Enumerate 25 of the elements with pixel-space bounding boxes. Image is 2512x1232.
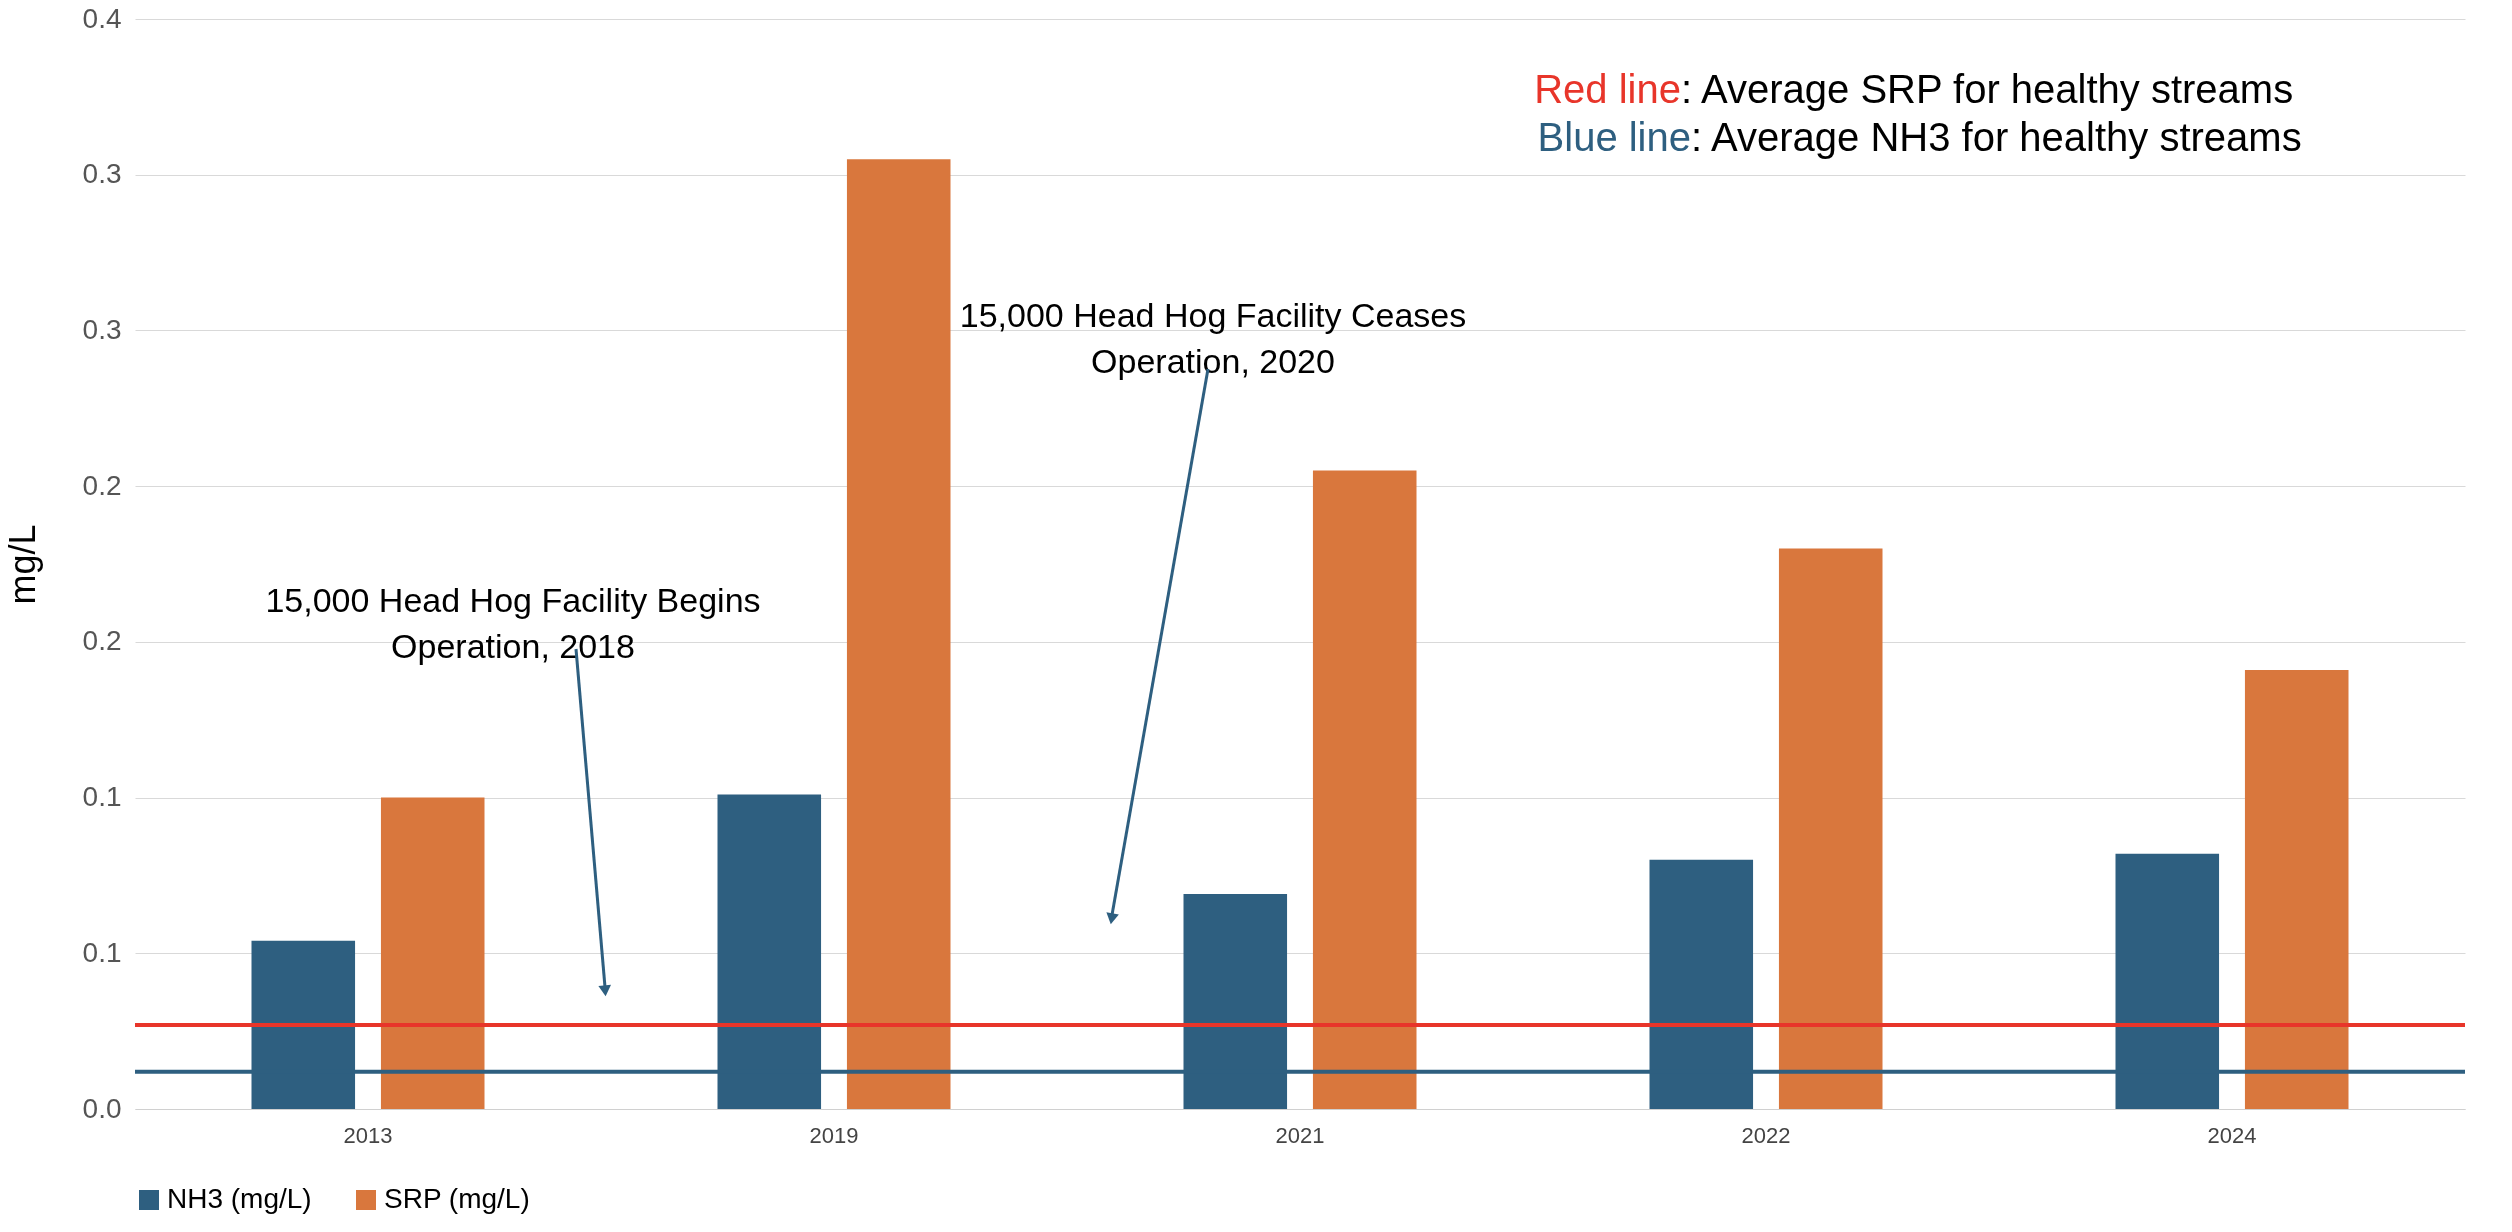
bar <box>1312 470 1417 1109</box>
bar <box>2244 669 2349 1109</box>
legend-label: NH3 (mg/L) <box>167 1183 312 1214</box>
y-tick-label: 0.4 <box>82 2 122 34</box>
bar <box>1778 548 1883 1109</box>
annotation: Blue line: Average NH3 for healthy streams <box>1537 115 2302 159</box>
y-tick-label: 0.1 <box>82 781 122 813</box>
y-axis-title: mg/L <box>1 524 43 605</box>
y-tick-label: 0.1 <box>82 936 122 968</box>
annotation: 15,000 Head Hog Facility Ceases Operation, 2020 <box>959 296 1467 380</box>
y-tick-label: 0.3 <box>82 158 122 190</box>
x-tick-label: 2021 <box>1275 1122 1325 1148</box>
x-tick-label: 2013 <box>343 1122 393 1148</box>
legend-label: SRP (mg/L) <box>384 1183 530 1214</box>
annotation: Red line: Average SRP for healthy streams <box>1534 67 2294 111</box>
y-tick-label: 0.2 <box>82 625 122 657</box>
x-tick-label: 2019 <box>809 1122 859 1148</box>
annotation: 15,000 Head Hog Facility Begins Operation, 2018 <box>265 581 761 665</box>
y-tick-label: 0.3 <box>82 313 122 345</box>
x-tick-label: 2024 <box>2207 1122 2257 1148</box>
x-tick-label: 2022 <box>1741 1122 1791 1148</box>
y-tick-label: 0.2 <box>82 469 122 501</box>
bar <box>846 159 951 1109</box>
bar <box>380 797 485 1109</box>
y-tick-label: 0.0 <box>82 1092 122 1124</box>
